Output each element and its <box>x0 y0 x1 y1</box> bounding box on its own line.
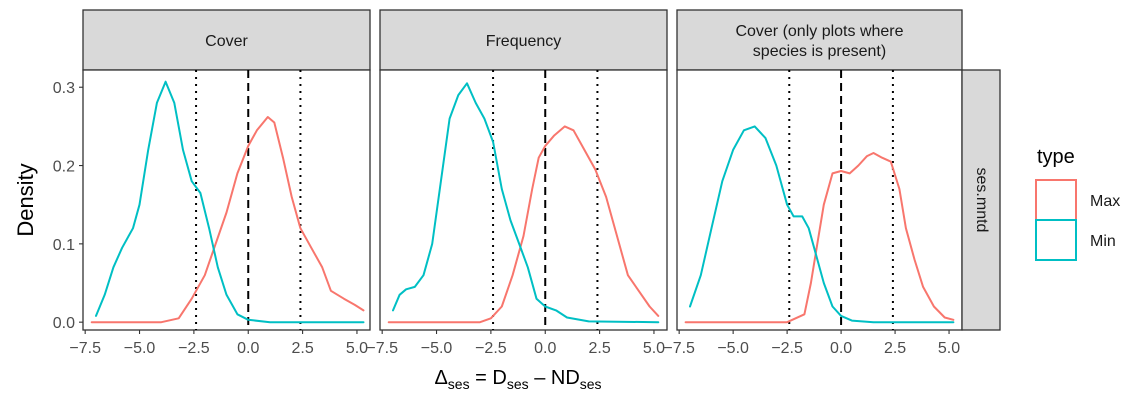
legend-label-min: Min <box>1090 233 1116 250</box>
x-tick-label: −7.5 <box>663 340 695 357</box>
x-tick-label: −2.5 <box>475 340 507 357</box>
panel-2 <box>379 69 668 331</box>
density-line-max <box>684 152 955 324</box>
y-tick-label: 0.2 <box>53 159 75 176</box>
facet-strip-1 <box>82 9 371 71</box>
x-tick-label: 2.5 <box>884 340 906 357</box>
facet-strip-label: Frequency <box>486 33 562 50</box>
x-tick-label: 5.0 <box>643 340 665 357</box>
x-tick-label: 2.5 <box>588 340 610 357</box>
facet-strip-label: species is present) <box>753 43 886 60</box>
y-tick-label: 0.0 <box>53 315 75 332</box>
x-tick-label: −7.5 <box>366 340 398 357</box>
panel-1 <box>82 69 371 331</box>
facet-row-strip-label: ses.mntd <box>973 168 990 233</box>
y-axis-label: Density <box>13 163 38 236</box>
density-line-min <box>689 125 955 324</box>
x-tick-label: −2.5 <box>771 340 803 357</box>
density-line-min <box>392 82 660 324</box>
x-tick-label: 5.0 <box>346 340 368 357</box>
x-tick-label: 0.0 <box>830 340 852 357</box>
x-tick-label: 0.0 <box>237 340 259 357</box>
x-tick-label: −5.0 <box>717 340 749 357</box>
facet-row-strip <box>961 69 1001 331</box>
x-axis-label: Δses = Dses – NDses <box>434 367 601 392</box>
legend-label-max: Max <box>1090 193 1120 210</box>
x-tick-label: 2.5 <box>291 340 313 357</box>
density-line-max <box>387 125 660 324</box>
legend-key-max <box>1035 179 1077 221</box>
legend-key-min <box>1035 219 1077 261</box>
x-tick-label: −5.0 <box>421 340 453 357</box>
density-line-max <box>90 116 365 324</box>
x-tick-label: −7.5 <box>69 340 101 357</box>
y-tick-label: 0.1 <box>53 237 75 254</box>
facet-strip-3 <box>676 9 963 71</box>
panel-3 <box>676 69 963 331</box>
x-tick-label: −2.5 <box>178 340 210 357</box>
legend-title: type <box>1037 146 1075 168</box>
facet-strip-label: Cover (only plots where <box>735 23 903 40</box>
x-tick-label: −5.0 <box>124 340 156 357</box>
x-tick-label: 5.0 <box>938 340 960 357</box>
facet-strip-label: Cover <box>205 33 248 50</box>
x-tick-label: 0.0 <box>534 340 556 357</box>
y-tick-label: 0.3 <box>53 80 75 97</box>
density-line-min <box>95 80 365 324</box>
